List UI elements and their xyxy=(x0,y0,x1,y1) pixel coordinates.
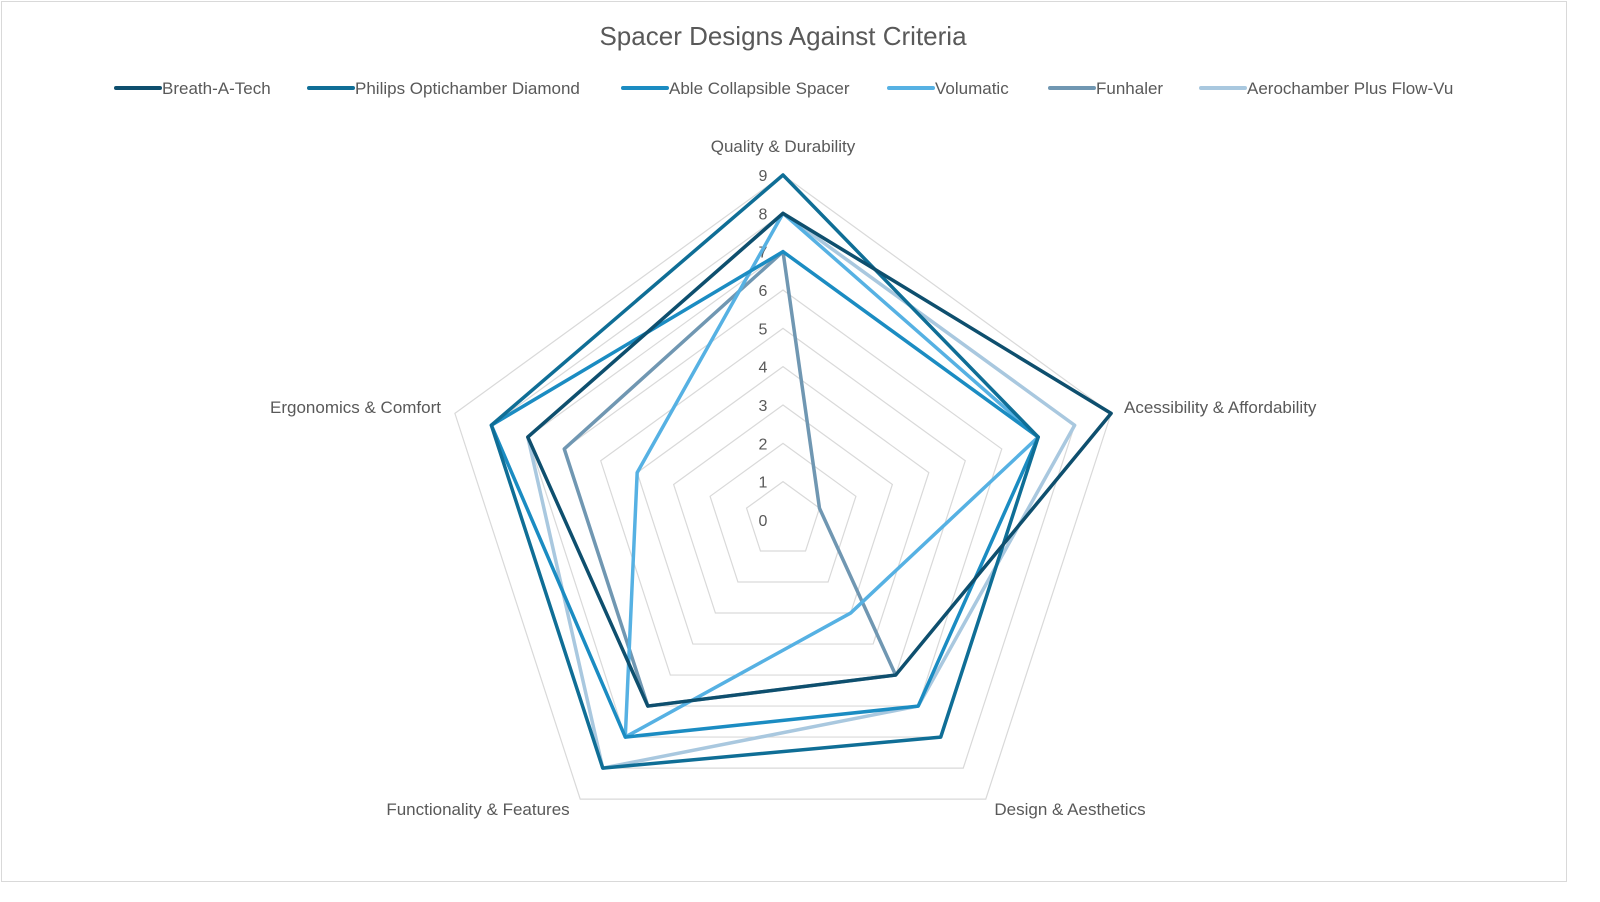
category-label: Functionality & Features xyxy=(386,800,569,819)
grid-ring xyxy=(563,289,1003,707)
legend-item: Funhaler xyxy=(1048,79,1163,98)
series-line xyxy=(489,249,1040,739)
tick-label: 4 xyxy=(759,360,768,377)
legend-item: Able Collapsible Spacer xyxy=(621,79,850,98)
tick-label: 7 xyxy=(759,245,768,262)
tick-label: 3 xyxy=(759,398,768,415)
series-lines xyxy=(489,173,1113,770)
legend-item: Aerochamber Plus Flow-Vu xyxy=(1199,79,1453,98)
series-line xyxy=(526,211,1113,708)
series-line xyxy=(489,173,1040,770)
legend: Breath-A-Tech Philips Optichamber Diamond… xyxy=(114,79,1453,98)
legend-label: Aerochamber Plus Flow-Vu xyxy=(1247,79,1453,98)
grid-ring xyxy=(600,327,966,676)
legend-item: Philips Optichamber Diamond xyxy=(307,79,580,98)
legend-label: Breath-A-Tech xyxy=(162,79,271,98)
grid-ring xyxy=(709,442,857,583)
category-label: Acessibility & Affordability xyxy=(1124,398,1317,417)
category-label: Ergonomics & Comfort xyxy=(270,398,441,417)
grid-ring xyxy=(527,250,1039,738)
legend-label: Philips Optichamber Diamond xyxy=(355,79,580,98)
grid-ring xyxy=(745,480,821,552)
tick-label: 6 xyxy=(759,283,768,300)
tick-label: 0 xyxy=(759,513,768,530)
legend-label: Able Collapsible Spacer xyxy=(669,79,850,98)
grid-ring xyxy=(454,174,1112,800)
category-labels: Quality & Durability Acessibility & Affor… xyxy=(270,137,1317,819)
tick-label: 1 xyxy=(759,475,768,492)
tick-label: 8 xyxy=(759,206,768,223)
legend-label: Funhaler xyxy=(1096,79,1163,98)
grid xyxy=(454,174,1112,800)
tick-label: 5 xyxy=(759,321,768,338)
legend-item: Breath-A-Tech xyxy=(114,79,271,98)
grid-ring xyxy=(672,404,894,614)
grid-ring xyxy=(636,365,930,645)
category-label: Design & Aesthetics xyxy=(994,800,1145,819)
tick-label: 9 xyxy=(759,168,768,185)
chart-title: Spacer Designs Against Criteria xyxy=(599,21,967,51)
tick-label: 2 xyxy=(759,436,768,453)
series-line xyxy=(623,211,1040,739)
chart-area xyxy=(1,1,1567,882)
legend-label: Volumatic xyxy=(935,79,1009,98)
legend-item: Volumatic xyxy=(887,79,1009,98)
category-label: Quality & Durability xyxy=(711,137,856,156)
tick-labels: 0 1 2 3 4 5 6 7 8 9 xyxy=(759,168,768,530)
